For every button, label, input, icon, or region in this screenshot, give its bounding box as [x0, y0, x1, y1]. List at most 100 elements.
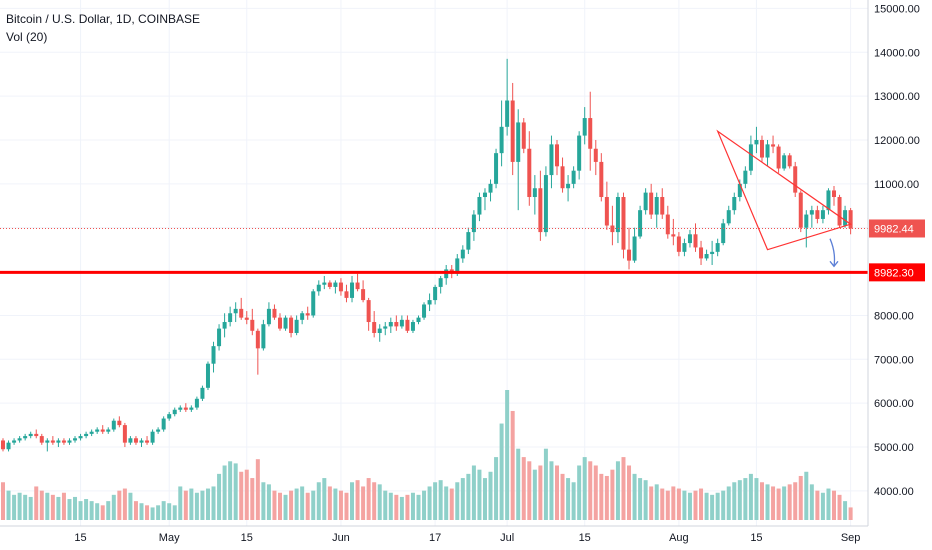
volume-bar	[516, 448, 521, 520]
candle-body	[322, 282, 327, 285]
volume-bar	[122, 488, 127, 520]
candle-body	[532, 188, 537, 198]
volume-indicator-label[interactable]: Vol (20)	[6, 30, 48, 44]
candle-body	[73, 438, 78, 441]
candle-body	[161, 418, 166, 430]
candle-body	[194, 398, 199, 408]
candle-body	[765, 144, 770, 158]
candle-body	[167, 414, 172, 419]
candle-body	[361, 289, 366, 301]
volume-bar	[549, 461, 554, 520]
candle-body	[787, 155, 792, 167]
volume-bar	[294, 488, 299, 520]
candle-body	[189, 407, 194, 410]
candle-body	[527, 148, 532, 198]
candle-body	[660, 197, 665, 215]
volume-bar	[765, 484, 770, 520]
candle-body	[294, 319, 299, 333]
volume-bar	[6, 490, 11, 520]
candle-body	[56, 440, 61, 443]
volume-bar	[737, 480, 742, 520]
volume-bar	[837, 494, 842, 520]
volume-bar	[416, 494, 421, 520]
candle-body	[676, 236, 681, 252]
volume-bar	[643, 480, 648, 520]
volume-bar	[399, 496, 404, 520]
candle-body	[621, 197, 626, 250]
volume-bar	[278, 492, 282, 520]
volume-bar	[322, 478, 327, 520]
volume-bar	[222, 465, 227, 520]
candle-body	[588, 118, 593, 149]
candle-body	[543, 175, 548, 233]
volume-bar	[244, 469, 249, 520]
volume-bar	[327, 486, 332, 520]
volume-bar	[67, 499, 72, 520]
volume-bar	[344, 492, 349, 520]
candle-body	[566, 183, 571, 189]
candle-body	[837, 197, 842, 226]
candle-body	[311, 291, 316, 316]
candle-body	[222, 322, 227, 329]
candle-body	[183, 407, 188, 410]
volume-bar	[422, 490, 427, 520]
grid	[0, 0, 868, 526]
symbol-title[interactable]: Bitcoin / U.S. Dollar, 1D, COINBASE	[6, 12, 201, 26]
candle-body	[106, 429, 111, 432]
volume-bar	[482, 478, 487, 520]
candle-body	[289, 317, 294, 333]
candle-body	[244, 317, 249, 320]
volume-bar	[693, 490, 698, 520]
candle-body	[211, 346, 216, 364]
candle-body	[338, 282, 343, 292]
candle-body	[521, 122, 526, 149]
candle-body	[782, 155, 787, 169]
volume-bar	[84, 499, 89, 520]
price-tag	[869, 219, 925, 238]
volume-bar	[798, 475, 803, 520]
candle-body	[427, 300, 432, 305]
candle-body	[266, 308, 271, 325]
volume-bar	[1, 482, 5, 520]
candle-body	[89, 431, 94, 434]
candle-body	[6, 442, 11, 450]
volume-bar	[133, 501, 138, 520]
candle-body	[438, 278, 443, 287]
candle-body	[410, 322, 415, 331]
volume-bar	[604, 475, 609, 520]
volume-bar	[588, 461, 593, 520]
volume-bar	[311, 490, 316, 520]
candle-body	[687, 234, 692, 244]
volume-bar	[194, 492, 199, 520]
candle-body	[632, 236, 637, 261]
drawings[interactable]	[0, 129, 868, 274]
candle-body	[555, 144, 559, 167]
triangle-pattern	[716, 129, 852, 251]
candle-body	[150, 431, 155, 443]
candle-body	[649, 192, 654, 215]
volume-bar	[255, 459, 260, 520]
candle-body	[95, 429, 100, 432]
candle-body	[355, 282, 360, 290]
candle-body	[17, 438, 22, 441]
volume-bar	[560, 473, 565, 520]
candle-body	[471, 214, 476, 233]
volume-bar	[106, 501, 111, 520]
candle-body	[133, 438, 138, 443]
volume-bar	[12, 494, 17, 520]
volume-bar	[410, 492, 415, 520]
price-tick-label: 4000.00	[874, 486, 914, 498]
volume-bar	[571, 482, 576, 520]
volume-bar	[444, 486, 449, 520]
volume-bar	[200, 490, 205, 520]
candle-body	[477, 197, 482, 215]
volume-bar	[687, 492, 692, 520]
volume-bar	[715, 492, 720, 520]
candle-body	[278, 317, 282, 329]
candle-body	[394, 322, 399, 327]
price-tick-label: 5000.00	[874, 442, 914, 454]
volume-bar	[527, 461, 532, 520]
volume-bar	[671, 486, 676, 520]
volume-bar	[100, 505, 105, 520]
